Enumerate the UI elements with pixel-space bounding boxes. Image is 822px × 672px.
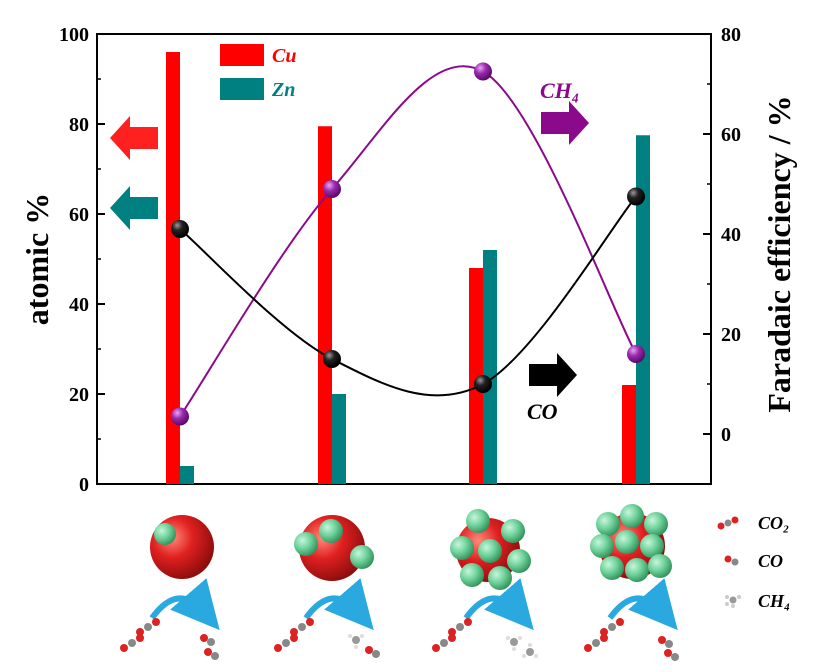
co2-molecule-icon bbox=[120, 618, 160, 652]
right-tick-label: 60 bbox=[721, 124, 741, 146]
left-tick-label: 80 bbox=[69, 114, 89, 136]
bar-cu bbox=[166, 52, 180, 484]
cluster-3-icon bbox=[450, 509, 531, 590]
flow-arrow-1-icon bbox=[149, 578, 220, 631]
co-molecule-icon bbox=[200, 634, 219, 660]
bar-cu bbox=[469, 268, 483, 484]
right-tick-label: 40 bbox=[721, 224, 741, 246]
point-ch4 bbox=[627, 345, 645, 363]
product-label-co2: CO₂ bbox=[758, 513, 789, 533]
right-tick-label: 0 bbox=[721, 424, 731, 446]
line-co bbox=[179, 195, 637, 397]
ch4-right-arrow-icon bbox=[541, 101, 589, 145]
left-axis-title: atomic % bbox=[19, 193, 55, 325]
flow-arrow-2-icon bbox=[303, 578, 374, 631]
right-axis: 0 20 40 60 80 bbox=[703, 24, 741, 485]
co2-molecule-icon bbox=[274, 618, 314, 652]
bar-zn bbox=[180, 466, 194, 484]
co2-molecule-icon bbox=[584, 618, 624, 652]
cluster-2-icon bbox=[294, 515, 374, 581]
ch4-molecule-icon bbox=[348, 634, 380, 658]
co-right-arrow-icon bbox=[529, 353, 577, 397]
bar-zn bbox=[332, 394, 346, 484]
co-molecule-icon bbox=[658, 636, 679, 661]
left-tick-label: 0 bbox=[79, 474, 89, 496]
flow-arrow-4-icon bbox=[607, 578, 678, 631]
legend-label-cu: Cu bbox=[272, 45, 296, 67]
co-annotation: CO bbox=[527, 399, 558, 424]
cluster-1-icon bbox=[150, 515, 214, 579]
legend-swatch-zn bbox=[220, 78, 264, 100]
point-co bbox=[171, 220, 189, 238]
right-axis-title: Faradaic efficiency / % bbox=[761, 95, 797, 412]
left-tick-label: 20 bbox=[69, 384, 89, 406]
zn-left-arrow-icon bbox=[110, 186, 158, 230]
reaction-schematics bbox=[120, 578, 679, 661]
ch4-molecule-icon bbox=[506, 636, 538, 658]
catalyst-schematics bbox=[150, 504, 672, 590]
point-co bbox=[627, 187, 645, 206]
cluster-4-icon bbox=[590, 504, 672, 582]
left-tick-label: 40 bbox=[69, 294, 89, 316]
left-tick-label: 60 bbox=[69, 204, 89, 226]
right-tick-label: 80 bbox=[721, 24, 741, 46]
legend: Cu Zn bbox=[220, 44, 296, 101]
point-co bbox=[474, 375, 492, 393]
legend-swatch-cu bbox=[220, 44, 264, 66]
bar-cu bbox=[318, 126, 332, 484]
product-label-co: CO bbox=[758, 551, 783, 571]
co2-legend-icon bbox=[717, 516, 739, 530]
product-label-ch4: CH₄ bbox=[758, 591, 790, 611]
point-ch4 bbox=[323, 180, 341, 198]
flow-arrow-3-icon bbox=[463, 578, 534, 631]
ch4-annotation: CH₄ bbox=[540, 78, 579, 103]
bar-series bbox=[166, 52, 650, 484]
right-tick-label: 20 bbox=[721, 324, 741, 346]
point-co bbox=[323, 350, 341, 368]
legend-label-zn: Zn bbox=[271, 79, 295, 101]
left-axis: 0 20 40 60 80 100 bbox=[59, 24, 105, 496]
axis-indicator-arrows: CH₄ CO bbox=[110, 78, 589, 424]
co-legend-icon bbox=[724, 555, 739, 566]
line-series bbox=[171, 62, 645, 426]
bar-cu bbox=[622, 385, 636, 484]
ch4-legend-icon bbox=[725, 595, 741, 608]
point-ch4 bbox=[171, 407, 189, 426]
co2-molecule-icon bbox=[432, 618, 472, 652]
bar-zn bbox=[483, 250, 497, 484]
product-legend: CO₂ CO CH₄ bbox=[717, 513, 790, 611]
cu-left-arrow-icon bbox=[110, 116, 158, 160]
bar-zn bbox=[636, 135, 650, 484]
point-ch4 bbox=[474, 62, 492, 81]
left-tick-label: 100 bbox=[59, 24, 89, 46]
line-ch4 bbox=[179, 65, 637, 418]
